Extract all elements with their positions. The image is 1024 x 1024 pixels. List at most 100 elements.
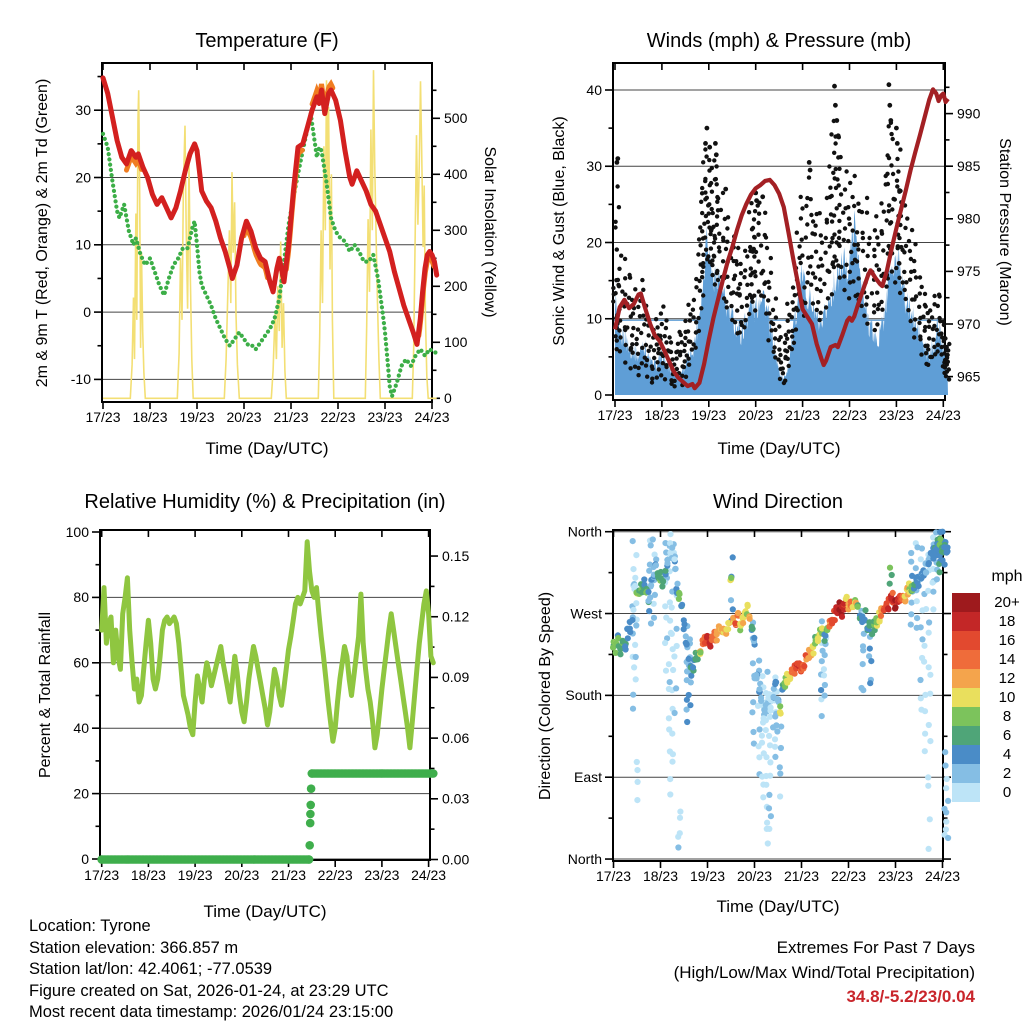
sonic-wind-area bbox=[615, 209, 948, 395]
svg-text:East: East bbox=[574, 769, 602, 785]
svg-text:North: North bbox=[568, 524, 602, 540]
svg-text:985: 985 bbox=[957, 158, 981, 174]
gust-scatter bbox=[611, 82, 952, 389]
direction-xlabel: Time (Day/UTC) bbox=[716, 897, 840, 916]
svg-text:100: 100 bbox=[444, 334, 468, 350]
data-timestamp: Most recent data timestamp: 2026/01/24 2… bbox=[29, 1003, 394, 1022]
svg-text:24/23: 24/23 bbox=[926, 407, 961, 423]
temperature-ylabel-left: 2m & 9m T (Red, Orange) & 2m Td (Green) bbox=[34, 78, 51, 388]
svg-text:20/23: 20/23 bbox=[224, 867, 259, 883]
station-elevation: Station elevation: 366.857 m bbox=[29, 938, 239, 957]
direction-scatter bbox=[610, 528, 952, 853]
svg-text:19/23: 19/23 bbox=[691, 407, 726, 423]
winds-ylabel-left: Sonic Wind & Gust (Blue, Black) bbox=[551, 116, 568, 346]
svg-text:980: 980 bbox=[957, 211, 981, 227]
svg-text:17/23: 17/23 bbox=[596, 868, 631, 884]
pressure-series bbox=[612, 87, 950, 391]
extremes-values: 34.8/-5.2/23/0.04 bbox=[846, 987, 975, 1006]
svg-text:24/23: 24/23 bbox=[414, 409, 449, 425]
svg-text:19/23: 19/23 bbox=[690, 868, 725, 884]
winds-xlabel: Time (Day/UTC) bbox=[717, 439, 841, 458]
temperature-chart: 17/23 18/23 19/23 20/23 21/23 22/23 23/23 24/23… bbox=[71, 62, 468, 425]
svg-text:0.09: 0.09 bbox=[442, 669, 469, 685]
colorbar-segment bbox=[952, 650, 980, 669]
svg-text:24/23: 24/23 bbox=[925, 868, 960, 884]
colorbar-segment bbox=[952, 688, 980, 707]
svg-text:0.03: 0.03 bbox=[442, 791, 469, 807]
svg-text:0.12: 0.12 bbox=[442, 609, 469, 625]
speed-colorbar bbox=[952, 593, 980, 802]
svg-text:20: 20 bbox=[73, 785, 89, 801]
svg-text:60: 60 bbox=[73, 655, 89, 671]
colorbar-tick-label: 2 bbox=[1002, 765, 1012, 782]
colorbar-segment bbox=[952, 631, 980, 650]
svg-text:17/23: 17/23 bbox=[85, 409, 120, 425]
svg-text:10: 10 bbox=[75, 237, 91, 253]
humidity-precip-title: Relative Humidity (%) & Precipitation (i… bbox=[84, 491, 446, 513]
svg-text:23/23: 23/23 bbox=[367, 409, 402, 425]
colorbar-tick-label: 18 bbox=[998, 613, 1016, 630]
colorbar-tick-label: 0 bbox=[1002, 784, 1012, 801]
svg-text:965: 965 bbox=[957, 368, 981, 384]
svg-text:North: North bbox=[568, 851, 602, 867]
svg-text:20/23: 20/23 bbox=[226, 409, 261, 425]
colorbar-tick-label: 4 bbox=[1002, 746, 1012, 763]
wind-direction-title: Wind Direction bbox=[712, 491, 844, 513]
svg-text:24/23: 24/23 bbox=[411, 867, 446, 883]
temperature-ylabel-right: Solar Insolation (Yellow) bbox=[481, 146, 498, 318]
svg-text:500: 500 bbox=[444, 110, 468, 126]
svg-text:0.00: 0.00 bbox=[442, 851, 469, 867]
winds-pressure-title: Winds (mph) & Pressure (mb) bbox=[646, 30, 912, 52]
colorbar-segment bbox=[952, 707, 980, 726]
svg-text:200: 200 bbox=[444, 278, 468, 294]
svg-text:17/23: 17/23 bbox=[597, 407, 632, 423]
svg-text:0.15: 0.15 bbox=[442, 548, 469, 564]
svg-text:19/23: 19/23 bbox=[178, 867, 213, 883]
svg-text:23/23: 23/23 bbox=[878, 868, 913, 884]
svg-text:17/23: 17/23 bbox=[84, 867, 119, 883]
colorbar-segment bbox=[952, 745, 980, 764]
colorbar-segment bbox=[952, 783, 980, 802]
svg-text:300: 300 bbox=[444, 222, 468, 238]
temperature-title: Temperature (F) bbox=[195, 30, 339, 52]
colorbar-tick-label: 8 bbox=[1002, 708, 1012, 725]
colorbar-tick-label: 16 bbox=[998, 632, 1016, 649]
svg-text:40: 40 bbox=[586, 82, 602, 98]
figure-created: Figure created on Sat, 2026-01-24, at 23… bbox=[29, 981, 389, 1000]
svg-text:20: 20 bbox=[586, 234, 602, 250]
svg-text:22/23: 22/23 bbox=[318, 867, 353, 883]
colorbar-tick-label: 10 bbox=[998, 689, 1016, 706]
svg-text:0: 0 bbox=[83, 304, 91, 320]
svg-text:22/23: 22/23 bbox=[831, 868, 866, 884]
dewpoint-series bbox=[100, 113, 439, 404]
svg-text:100: 100 bbox=[66, 524, 90, 540]
svg-text:18/23: 18/23 bbox=[131, 867, 166, 883]
svg-text:30: 30 bbox=[586, 158, 602, 174]
station-location: Location: Tyrone bbox=[29, 917, 151, 935]
svg-text:30: 30 bbox=[75, 102, 91, 118]
rainfall-dots bbox=[97, 769, 438, 864]
direction-ylabel-left: Direction (Colored By Speed) bbox=[537, 591, 554, 801]
svg-text:80: 80 bbox=[73, 589, 89, 605]
colorbar-tick-label: 6 bbox=[1002, 727, 1012, 744]
humidity-precip-chart: 17/23 18/23 19/23 20/23 21/23 22/23 23/23 24/23… bbox=[66, 524, 470, 883]
extremes-subheading: (High/Low/Max Wind/Total Precipitation) bbox=[673, 962, 975, 982]
svg-text:0: 0 bbox=[444, 390, 452, 406]
svg-text:20/23: 20/23 bbox=[738, 407, 773, 423]
svg-text:20/23: 20/23 bbox=[737, 868, 772, 884]
humidity-series bbox=[99, 539, 436, 751]
colorbar-title: mph bbox=[991, 568, 1023, 585]
temp-2m-series bbox=[100, 75, 440, 347]
svg-text:18/23: 18/23 bbox=[132, 409, 167, 425]
svg-text:18/23: 18/23 bbox=[644, 407, 679, 423]
colorbar-segment bbox=[952, 593, 980, 612]
svg-text:0: 0 bbox=[594, 387, 602, 403]
svg-text:990: 990 bbox=[957, 105, 981, 121]
svg-text:22/23: 22/23 bbox=[832, 407, 867, 423]
colorbar-labels: 20+ 18 16 14 12 10 8 6 4 2 0 bbox=[984, 593, 1024, 802]
svg-text:0: 0 bbox=[81, 851, 89, 867]
svg-text:970: 970 bbox=[957, 316, 981, 332]
humidity-ylabel-left: Percent & Total Rainfall bbox=[37, 611, 54, 779]
